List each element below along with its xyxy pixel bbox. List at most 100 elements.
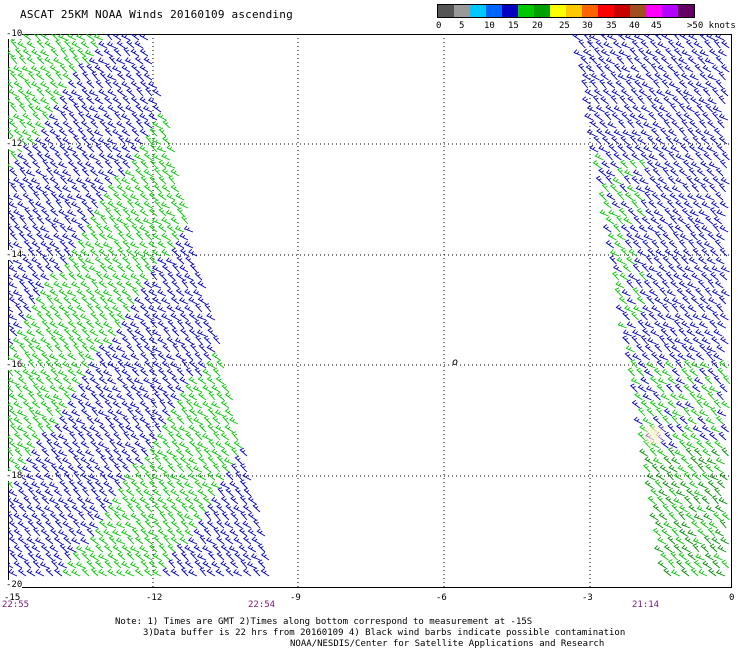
wind-barb: [632, 263, 640, 273]
wind-barb: [152, 296, 162, 305]
wind-barb: [139, 480, 149, 489]
wind-barb: [198, 455, 207, 465]
wind-barb: [681, 544, 691, 553]
wind-barb: [8, 488, 18, 497]
wind-barb: [640, 376, 650, 385]
wind-barb: [89, 536, 99, 545]
wind-barb: [637, 360, 647, 369]
wind-barb: [140, 511, 149, 521]
wind-barb: [235, 471, 243, 481]
wind-barb: [102, 337, 113, 345]
wind-barb: [650, 63, 658, 73]
wind-barb: [106, 41, 117, 49]
wind-barb: [80, 520, 90, 529]
wind-barb: [678, 192, 688, 201]
wind-barb: [35, 121, 45, 129]
wind-barb: [698, 34, 707, 41]
wind-barb: [711, 288, 721, 297]
wind-barb: [115, 505, 126, 513]
wind-barb: [147, 513, 158, 521]
wind-barb: [8, 400, 14, 409]
wind-barb: [8, 415, 14, 425]
wind-barb: [637, 384, 647, 393]
wind-barb: [707, 120, 716, 129]
wind-barb: [650, 487, 659, 497]
wind-barb: [42, 159, 50, 169]
wind-barb: [32, 559, 41, 569]
wind-barb: [601, 183, 610, 193]
wind-barb: [62, 72, 72, 81]
wind-barb: [695, 193, 706, 201]
wind-barb: [139, 432, 149, 441]
wind-barb: [617, 143, 626, 153]
wind-barb: [679, 303, 688, 313]
wind-barb: [104, 415, 113, 425]
wind-barb: [633, 56, 643, 65]
wind-barb: [692, 313, 702, 321]
wind-barb: [614, 287, 622, 297]
wind-barb: [8, 127, 14, 137]
wind-barb: [32, 111, 41, 121]
wind-barb: [713, 352, 723, 361]
wind-barb: [59, 479, 68, 489]
wind-barb: [121, 352, 131, 361]
legend-swatch: [550, 5, 566, 17]
wind-barb: [26, 120, 36, 129]
wind-barb: [104, 511, 113, 521]
wind-barb: [59, 415, 68, 425]
wind-barb: [139, 64, 149, 73]
wind-barb: [107, 168, 117, 177]
wind-barb: [40, 544, 50, 553]
wind-barb: [81, 167, 90, 177]
wind-barb: [103, 272, 113, 281]
wind-barb: [143, 312, 153, 321]
wind-barb: [32, 207, 41, 217]
wind-barb: [158, 127, 167, 137]
wind-barb: [622, 152, 631, 161]
wind-barb: [63, 487, 72, 497]
wind-barb: [122, 159, 131, 169]
wind-barb: [13, 80, 23, 89]
wind-barb: [81, 567, 90, 577]
wind-barb: [632, 104, 641, 113]
wind-barb: [675, 200, 684, 209]
wind-barb: [86, 63, 95, 73]
wind-barb: [35, 168, 45, 177]
wind-barb: [686, 175, 694, 185]
wind-barb: [694, 223, 702, 233]
wind-barb: [31, 449, 41, 457]
wind-barb: [140, 447, 149, 457]
wind-barb: [720, 424, 729, 433]
wind-barb: [679, 528, 688, 537]
wind-barb: [85, 288, 95, 297]
wind-barb: [143, 344, 153, 353]
wind-barb: [135, 119, 144, 129]
wind-barb: [613, 152, 622, 161]
wind-barb: [148, 80, 158, 89]
wind-barb: [671, 527, 679, 537]
wind-barb: [71, 281, 81, 289]
wind-barb: [212, 415, 221, 425]
wind-barb: [49, 320, 59, 329]
wind-barb: [44, 104, 54, 113]
wind-barb: [691, 520, 700, 529]
wind-barb: [140, 287, 149, 297]
wind-barb: [626, 143, 635, 153]
wind-barb: [8, 88, 18, 97]
wind-barb: [64, 215, 72, 225]
wind-barb: [42, 191, 50, 201]
wind-barb: [639, 448, 648, 457]
wind-barb: [247, 496, 257, 505]
wind-barb: [220, 528, 230, 537]
wind-barb: [35, 552, 45, 561]
wind-barb: [27, 263, 36, 273]
wind-barb: [161, 216, 171, 225]
wind-barb: [640, 151, 649, 161]
wind-barb: [132, 287, 140, 297]
wind-barb: [116, 184, 126, 193]
wind-barb: [53, 280, 63, 289]
wind-barb: [44, 136, 54, 145]
wind-barb: [124, 569, 135, 577]
wind-barb: [134, 568, 144, 577]
wind-barb: [656, 383, 665, 393]
